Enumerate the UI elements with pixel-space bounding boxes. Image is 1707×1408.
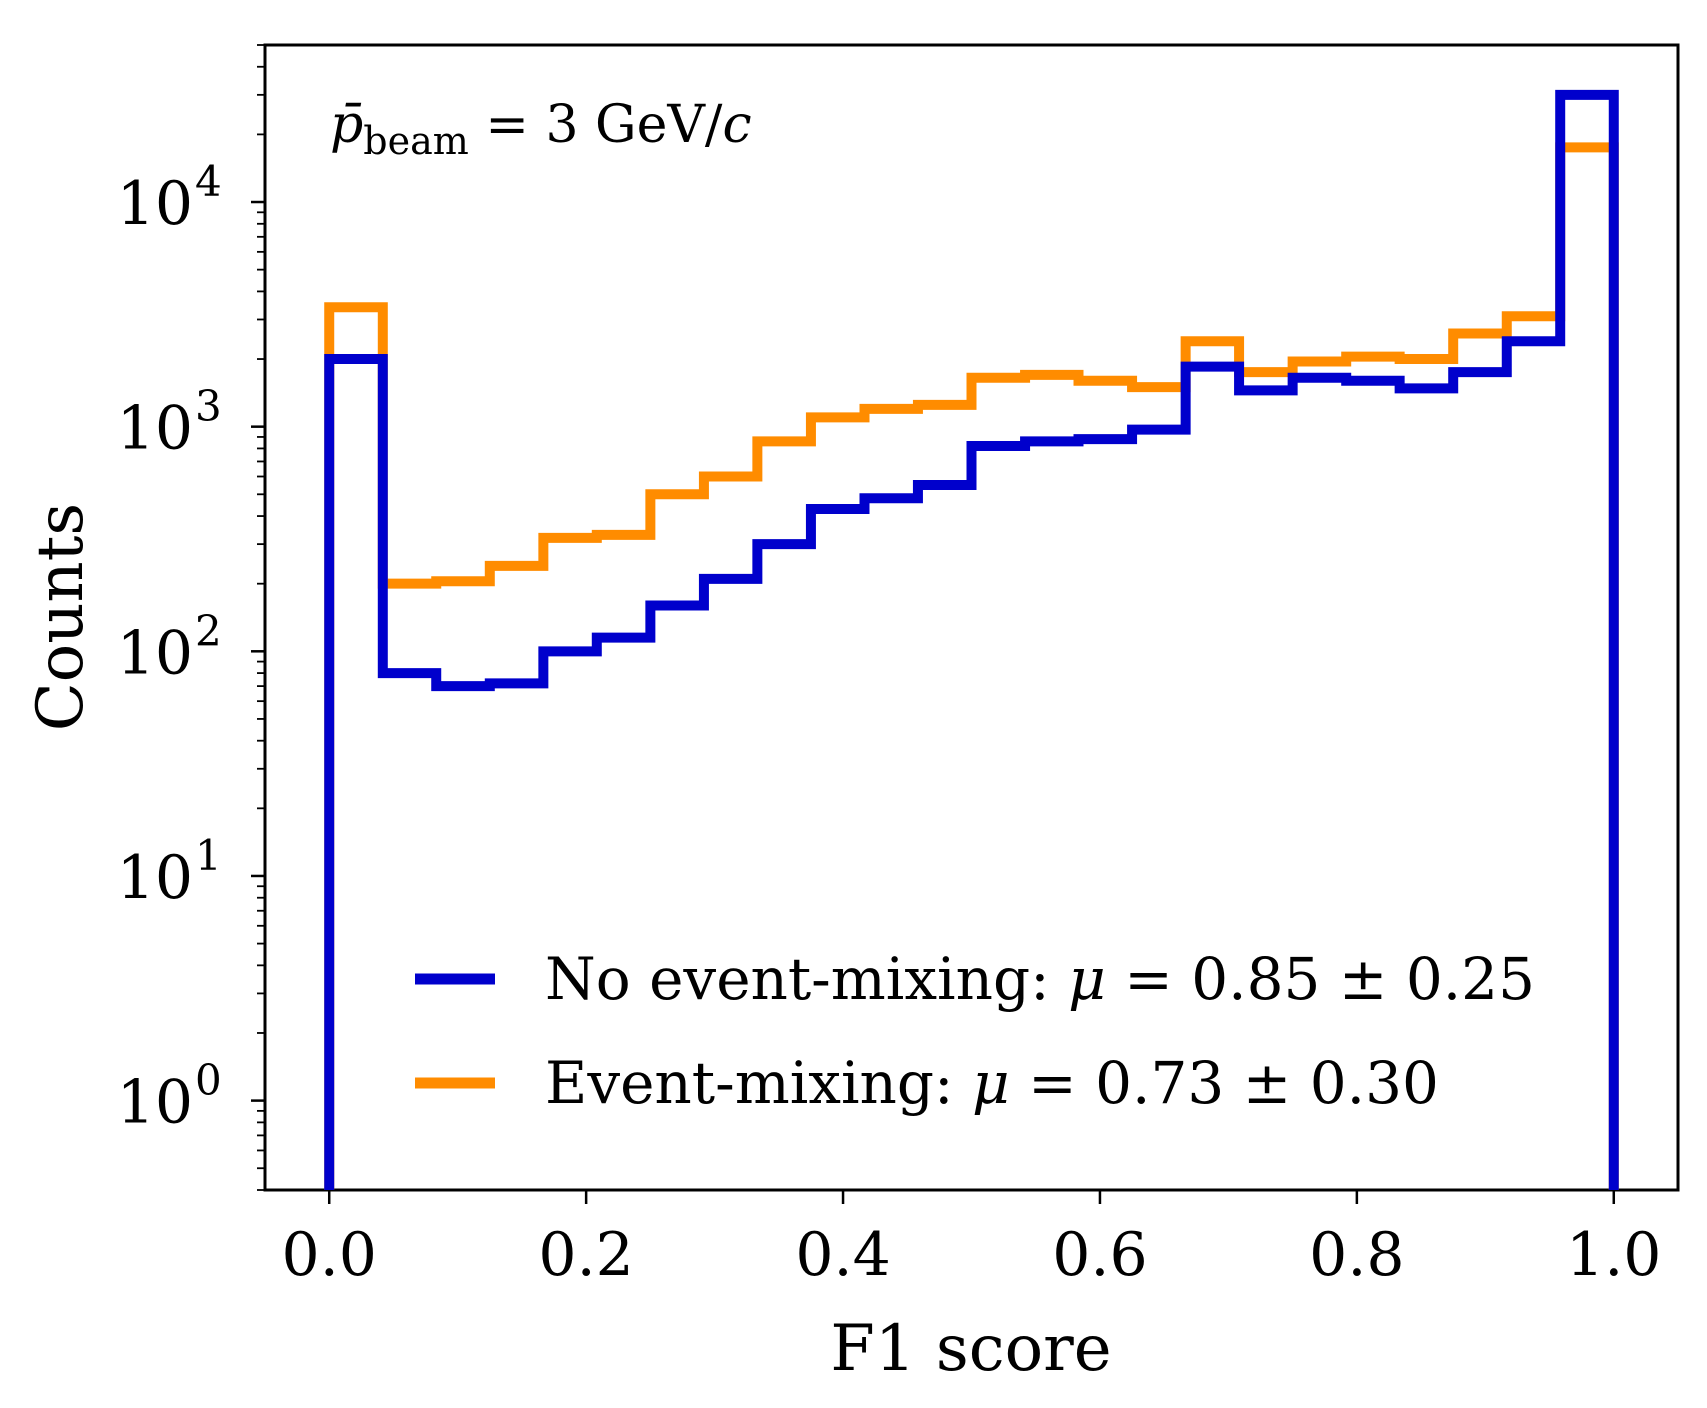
x-tick-label: 0.6 [1052, 1220, 1147, 1290]
series-line-event-mixing [324, 142, 1619, 1190]
y-tick-exponent: 0 [195, 1056, 222, 1105]
x-tick-label: 0.4 [795, 1220, 890, 1290]
legend: No event-mixing: μ = 0.85 ± 0.25 Event-m… [415, 945, 1535, 1117]
y-tick-exponent: 4 [195, 157, 222, 206]
y-tick-label: 10 [117, 1068, 193, 1138]
legend-name-no-event-mixing: No event-mixing [545, 945, 1030, 1013]
y-tick-exponent: 1 [195, 831, 222, 880]
legend-label-event-mixing: Event-mixing: μ = 0.73 ± 0.30 [545, 1049, 1439, 1117]
y-tick-label: 10 [117, 618, 193, 688]
legend-mu-event-mixing: μ [972, 1049, 1010, 1117]
legend-stat-event-mixing: = 0.73 ± 0.30 [1028, 1049, 1439, 1117]
annotation-value: = 3 GeV/ [469, 95, 723, 155]
x-tick-label: 0.8 [1309, 1220, 1404, 1290]
annotation-unit: c [722, 95, 751, 155]
legend-mu-no-event-mixing: μ [1068, 945, 1106, 1013]
y-tick-exponent: 2 [195, 606, 222, 655]
annotation-subscript: beam [363, 119, 469, 163]
x-tick-label: 0.2 [538, 1220, 633, 1290]
y-tick-label: 10 [117, 169, 193, 239]
y-tick-label: 10 [117, 843, 193, 913]
legend-stat-no-event-mixing: = 0.85 ± 0.25 [1124, 945, 1535, 1013]
series-line-no-event-mixing [324, 89, 1619, 1190]
y-tick-exponent: 3 [195, 382, 222, 431]
legend-label-no-event-mixing: No event-mixing: μ = 0.85 ± 0.25 [545, 945, 1535, 1013]
x-tick-label: 1.0 [1566, 1220, 1661, 1290]
beam-momentum-annotation: p̄beam = 3 GeV/c [330, 95, 752, 163]
annotation-symbol: p̄ [330, 95, 363, 155]
plot-frame [263, 43, 1680, 1192]
y-axis-label: Counts [24, 503, 98, 732]
legend-name-event-mixing: Event-mixing [545, 1049, 934, 1117]
y-tick-label: 10 [117, 394, 193, 464]
x-tick-label: 0.0 [282, 1220, 377, 1290]
x-axis-label: F1 score [830, 1312, 1111, 1386]
